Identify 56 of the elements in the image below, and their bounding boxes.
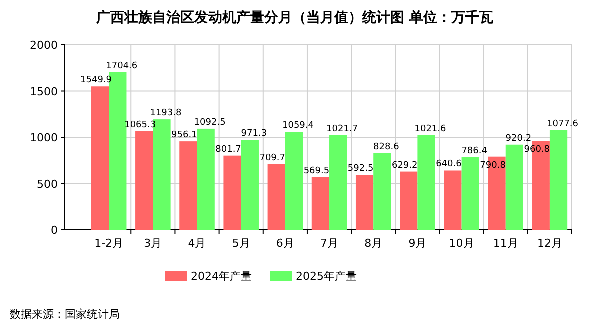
bar <box>418 136 436 230</box>
data-label: 801.7 <box>216 144 242 155</box>
data-label: 640.6 <box>436 160 462 170</box>
data-label: 1193.8 <box>150 108 182 119</box>
x-tick-label: 1-2月 <box>94 237 124 250</box>
x-tick-label: 4月 <box>188 237 206 250</box>
data-label: 709.7 <box>260 153 286 164</box>
x-tick-label: 10月 <box>449 237 474 250</box>
y-tick-label: 500 <box>37 178 58 191</box>
bar <box>268 164 286 230</box>
data-label: 1092.5 <box>194 118 226 128</box>
legend-label: 2025年产量 <box>296 270 357 283</box>
bar <box>444 170 462 230</box>
data-label: 569.5 <box>304 166 330 176</box>
bar <box>550 130 568 230</box>
data-label: 1059.4 <box>282 121 314 132</box>
bar <box>506 144 524 230</box>
x-tick-label: 12月 <box>537 237 562 250</box>
bar <box>91 86 110 230</box>
bar <box>197 128 215 230</box>
data-label: 1021.6 <box>414 124 447 134</box>
data-label: 1704.6 <box>106 61 138 72</box>
legend-label: 2024年产量 <box>191 270 252 283</box>
y-tick-label: 2000 <box>30 39 58 52</box>
bar <box>356 175 374 230</box>
x-tick-label: 9月 <box>408 237 427 250</box>
data-label: 592.5 <box>348 164 374 174</box>
chart-title: 广西壮族自治区发动机产量分月（当月值）统计图 单位：万千瓦 <box>96 9 494 26</box>
data-label: 971.3 <box>241 129 268 140</box>
bar <box>224 156 242 230</box>
bar <box>180 142 198 230</box>
data-label: 786.4 <box>462 146 488 156</box>
x-tick-label: 7月 <box>320 237 339 250</box>
source-note: 数据来源：国家统计局 <box>10 308 120 321</box>
x-tick-label: 5月 <box>232 237 250 250</box>
bar <box>400 172 418 230</box>
x-tick-label: 6月 <box>276 237 294 250</box>
data-label: 1077.6 <box>547 119 579 130</box>
bar <box>330 135 348 230</box>
bar <box>312 177 330 230</box>
data-label: 1021.7 <box>326 124 358 134</box>
y-tick-label: 1500 <box>30 85 58 98</box>
y-tick-label: 0 <box>51 224 58 237</box>
bar <box>462 157 480 230</box>
data-label: 828.6 <box>374 142 400 152</box>
bar <box>136 131 154 230</box>
bar <box>374 153 392 230</box>
data-label: 956.1 <box>172 130 198 141</box>
x-tick-label: 3月 <box>144 237 162 250</box>
data-label: 920.2 <box>506 134 532 144</box>
bar <box>241 140 259 230</box>
x-tick-label: 11月 <box>493 237 518 250</box>
data-label: 629.2 <box>392 160 418 171</box>
x-tick-label: 8月 <box>364 237 383 250</box>
y-tick-label: 1000 <box>30 132 58 144</box>
bar <box>285 132 304 230</box>
